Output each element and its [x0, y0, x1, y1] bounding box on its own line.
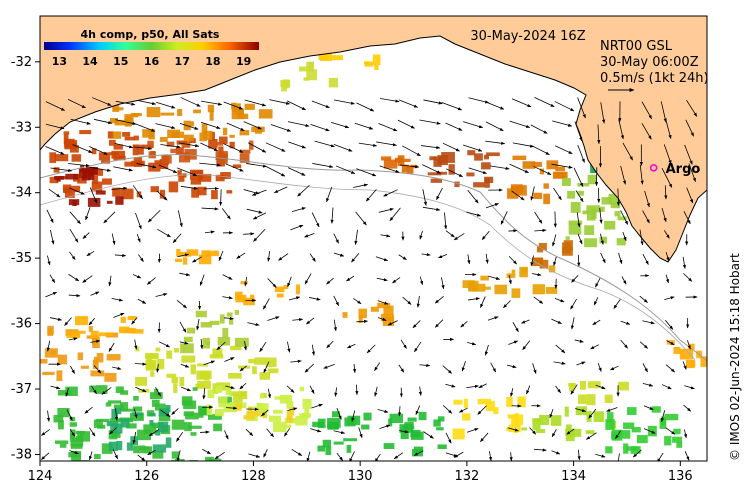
y-tick-label: -33	[11, 120, 32, 135]
colorbar-tick-label: 14	[82, 55, 98, 68]
argo-label: Argo	[666, 162, 701, 177]
colorbar-gradient	[44, 42, 259, 50]
colorbar: 4h comp, p50, All Sats 13 14 15 16 17 18 19	[44, 28, 259, 68]
x-tick-label: 134	[561, 469, 586, 484]
colorbar-tick-label: 16	[144, 55, 160, 68]
scale-label: 0.5m/s (1kt 24h)	[600, 71, 709, 86]
bathymetry-contours	[40, 154, 707, 363]
argo-marker-icon	[649, 164, 658, 172]
y-tick-label: -36	[11, 317, 32, 332]
colorbar-tick-label: 17	[175, 55, 190, 68]
y-tick-label: -38	[11, 447, 32, 462]
credit-label: © IMOS 02-Jun-2024 15:18 Hobart	[728, 253, 742, 461]
y-tick-label: -34	[11, 186, 32, 201]
x-tick-label: 124	[28, 469, 53, 484]
x-tick-label: 130	[348, 469, 373, 484]
y-tick-label: -32	[11, 55, 32, 70]
product-time: 30-May 06:00Z	[600, 55, 699, 70]
colorbar-title: 4h comp, p50, All Sats	[81, 28, 220, 41]
y-tick-label: -37	[11, 382, 32, 397]
y-axis: -32 -33 -34 -35 -36 -37 -38	[11, 55, 40, 462]
date-label: 30-May-2024 16Z	[470, 29, 585, 44]
x-axis: 124 126 128 130 132 134 136	[28, 461, 693, 484]
colorbar-tick-label: 13	[52, 55, 67, 68]
colorbar-tick-label: 19	[236, 55, 251, 68]
x-tick-label: 128	[241, 469, 266, 484]
x-tick-label: 136	[668, 469, 693, 484]
y-tick-label: -35	[11, 251, 32, 266]
x-tick-label: 132	[454, 469, 479, 484]
colorbar-ticks: 13 14 15 16 17 18 19	[52, 55, 252, 68]
land-mass	[40, 16, 707, 263]
x-tick-label: 126	[134, 469, 159, 484]
colorbar-tick-label: 15	[113, 55, 128, 68]
product-label: NRT00 GSL	[600, 39, 673, 54]
colorbar-tick-label: 18	[205, 55, 220, 68]
current-vectors	[41, 97, 698, 461]
plot-frame	[39, 15, 708, 462]
